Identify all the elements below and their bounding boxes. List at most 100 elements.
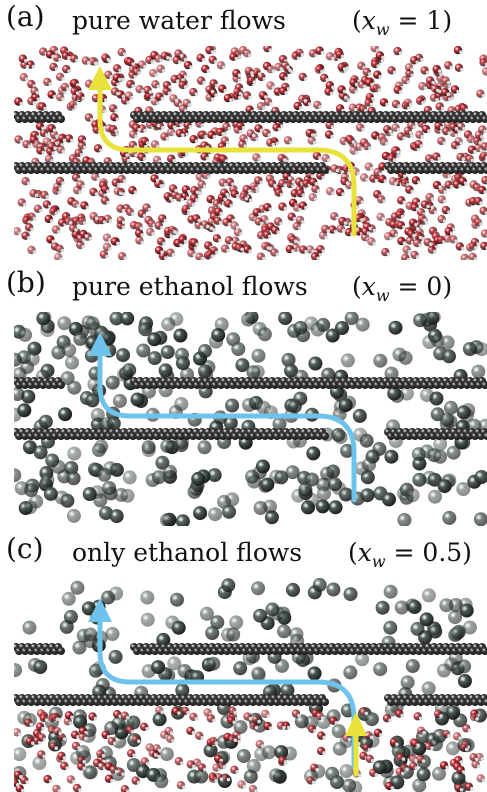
hydrogen-atom: [32, 65, 36, 69]
hydrogen-atom: [304, 77, 308, 81]
hydrogen-atom: [375, 179, 379, 183]
hydrogen-atom: [393, 71, 397, 75]
ethanol-molecule: [383, 621, 397, 635]
hydrogen-atom: [134, 190, 138, 194]
ethanol-molecule: [389, 321, 403, 335]
hydrogen-atom: [196, 190, 200, 194]
hydrogen-atom: [113, 741, 117, 745]
hydrogen-atom: [413, 125, 417, 129]
hydrogen-atom: [122, 209, 126, 213]
hydrogen-atom: [76, 91, 80, 95]
ethanol-molecule: [172, 621, 186, 635]
ethanol-molecule: [67, 509, 81, 523]
ethanol-molecule: [254, 501, 268, 515]
ethanol-molecule: [65, 356, 79, 370]
hydrogen-atom: [397, 104, 401, 108]
hydrogen-atom: [445, 766, 449, 770]
hydrogen-atom: [460, 68, 464, 72]
hydrogen-atom: [408, 250, 412, 254]
panel-label: (b): [6, 266, 46, 300]
hydrogen-atom: [83, 146, 87, 150]
hydrogen-atom: [352, 140, 356, 144]
hydrogen-atom: [288, 68, 292, 72]
hydrogen-atom: [430, 746, 434, 750]
hydrogen-atom: [448, 85, 452, 89]
hydrogen-atom: [161, 126, 165, 130]
hydrogen-atom: [78, 788, 82, 792]
hydrogen-atom: [336, 217, 340, 221]
ethanol-molecule: [39, 415, 53, 429]
hydrogen-atom: [161, 97, 165, 101]
hydrogen-atom: [248, 189, 252, 193]
ethanol-molecule: [251, 666, 265, 680]
hydrogen-atom: [231, 182, 235, 186]
hydrogen-atom: [131, 730, 135, 734]
hydrogen-atom: [292, 180, 296, 184]
hydrogen-atom: [116, 133, 120, 137]
hydrogen-atom: [49, 779, 53, 783]
ethanol-molecule: [154, 774, 168, 788]
hydrogen-atom: [43, 738, 47, 742]
hydrogen-atom: [407, 80, 411, 84]
hydrogen-atom: [195, 198, 199, 202]
ethanol-molecule: [343, 665, 357, 679]
hydrogen-atom: [121, 78, 125, 82]
ethanol-molecule: [330, 775, 344, 789]
hydrogen-atom: [399, 51, 403, 55]
panel-title: pure ethanol flows: [72, 270, 308, 304]
hydrogen-atom: [465, 108, 469, 112]
hydrogen-atom: [82, 767, 86, 771]
ethanol-molecule: [136, 344, 150, 358]
hydrogen-atom: [36, 91, 40, 95]
hydrogen-atom: [173, 230, 177, 234]
hydrogen-atom: [477, 765, 481, 769]
hydrogen-atom: [363, 85, 367, 89]
hydrogen-atom: [127, 159, 131, 163]
hydrogen-atom: [384, 179, 388, 183]
hydrogen-atom: [395, 234, 399, 238]
hydrogen-atom: [24, 59, 28, 63]
ethanol-molecule: [67, 381, 81, 395]
ethanol-molecule: [441, 335, 455, 349]
hydrogen-atom: [116, 242, 120, 246]
hydrogen-atom: [87, 61, 91, 65]
hydrogen-atom: [341, 192, 345, 196]
hydrogen-atom: [418, 243, 422, 247]
hydrogen-atom: [188, 103, 192, 107]
hydrogen-atom: [431, 197, 435, 201]
ethanol-molecule: [242, 398, 256, 412]
hydrogen-atom: [29, 723, 33, 727]
ethanol-molecule: [247, 759, 261, 773]
hydrogen-atom: [134, 135, 138, 139]
hydrogen-atom: [212, 719, 216, 723]
hydrogen-atom: [375, 773, 379, 777]
hydrogen-atom: [80, 153, 84, 157]
hydrogen-atom: [58, 187, 62, 191]
hydrogen-atom: [272, 86, 276, 90]
hydrogen-atom: [114, 109, 118, 113]
hydrogen-atom: [53, 146, 57, 150]
hydrogen-atom: [116, 83, 120, 87]
hydrogen-atom: [176, 79, 180, 83]
hydrogen-atom: [284, 207, 288, 211]
hydrogen-atom: [202, 81, 206, 85]
hydrogen-atom: [159, 184, 163, 188]
ethanol-molecule: [241, 313, 255, 327]
carbon-atom: [57, 647, 65, 655]
hydrogen-atom: [420, 58, 424, 62]
hydrogen-atom: [427, 129, 431, 133]
hydrogen-atom: [61, 77, 65, 81]
ethanol-molecule: [306, 446, 320, 460]
ethanol-molecule: [161, 317, 175, 331]
hydrogen-atom: [118, 78, 122, 82]
panel-condition: (xw = 0): [352, 270, 452, 313]
hydrogen-atom: [394, 181, 398, 185]
ethanol-molecule: [286, 465, 300, 479]
hydrogen-atom: [266, 246, 270, 250]
hydrogen-atom: [410, 68, 414, 72]
hydrogen-atom: [116, 92, 120, 96]
hydrogen-atom: [166, 137, 170, 141]
hydrogen-atom: [421, 101, 425, 105]
hydrogen-atom: [170, 731, 174, 735]
hydrogen-atom: [41, 727, 45, 731]
